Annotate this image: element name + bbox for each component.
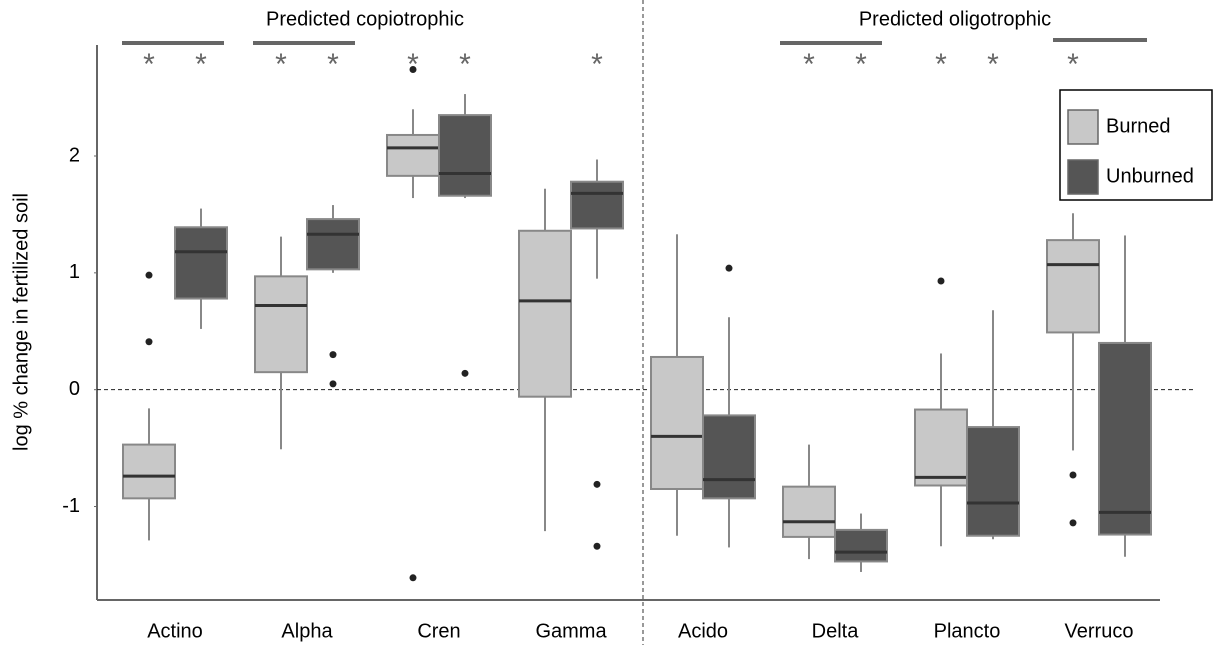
box bbox=[254, 275, 308, 374]
annotation: Predicted copiotrophic bbox=[266, 8, 464, 30]
legend-swatch bbox=[1067, 159, 1099, 195]
significance: * bbox=[407, 48, 419, 81]
box bbox=[570, 180, 624, 230]
significance: * bbox=[195, 48, 207, 81]
y-axis-label: log % change in fertilized soil bbox=[10, 193, 32, 451]
outlier bbox=[409, 574, 417, 582]
outlier bbox=[1069, 519, 1077, 527]
box bbox=[650, 355, 704, 490]
box bbox=[702, 414, 756, 500]
legend-label: Unburned bbox=[1106, 165, 1194, 187]
x-tick-label: Alpha bbox=[281, 620, 333, 642]
box bbox=[1046, 239, 1100, 334]
y-tick-label: 0 bbox=[69, 378, 80, 400]
box bbox=[966, 426, 1020, 537]
box bbox=[122, 443, 176, 500]
box bbox=[306, 218, 360, 271]
significance: * bbox=[143, 48, 155, 81]
x-tick-label: Gamma bbox=[535, 620, 607, 642]
outlier bbox=[461, 369, 469, 377]
x-tick-label: Actino bbox=[147, 620, 203, 642]
y-tick-label: 2 bbox=[69, 144, 80, 166]
box bbox=[174, 226, 228, 300]
x-tick-label: Delta bbox=[812, 620, 860, 642]
outlier bbox=[593, 542, 601, 550]
significance: * bbox=[855, 48, 867, 81]
outlier bbox=[1069, 471, 1077, 479]
significance: * bbox=[591, 48, 603, 81]
x-tick-label: Verruco bbox=[1065, 620, 1134, 642]
x-tick-label: Cren bbox=[417, 620, 460, 642]
outlier bbox=[329, 380, 337, 388]
layout bbox=[96, 0, 1160, 645]
significance: * bbox=[327, 48, 339, 81]
outlier bbox=[145, 338, 153, 346]
significance: * bbox=[987, 48, 999, 81]
x-tick-label: Acido bbox=[678, 620, 728, 642]
annotation: Predicted oligotrophic bbox=[859, 8, 1051, 30]
outlier bbox=[593, 480, 601, 488]
outlier bbox=[937, 277, 945, 285]
box bbox=[438, 114, 492, 197]
box bbox=[914, 408, 968, 487]
x-tick-label: Plancto bbox=[934, 620, 1001, 642]
significance: * bbox=[803, 48, 815, 81]
significance: * bbox=[1067, 48, 1079, 81]
outlier bbox=[409, 66, 417, 74]
outlier bbox=[145, 271, 153, 279]
significance: * bbox=[459, 48, 471, 81]
outlier bbox=[725, 264, 733, 272]
box bbox=[782, 485, 836, 538]
box bbox=[386, 133, 440, 177]
significance: * bbox=[275, 48, 287, 81]
legend-label: Burned bbox=[1106, 115, 1171, 137]
box bbox=[518, 229, 572, 398]
legend-swatch bbox=[1067, 109, 1099, 145]
y-tick-label: -1 bbox=[62, 495, 80, 517]
y-tick-label: 1 bbox=[69, 261, 80, 283]
significance: * bbox=[935, 48, 947, 81]
outlier bbox=[329, 351, 337, 359]
box bbox=[1098, 341, 1152, 536]
box bbox=[834, 528, 888, 563]
